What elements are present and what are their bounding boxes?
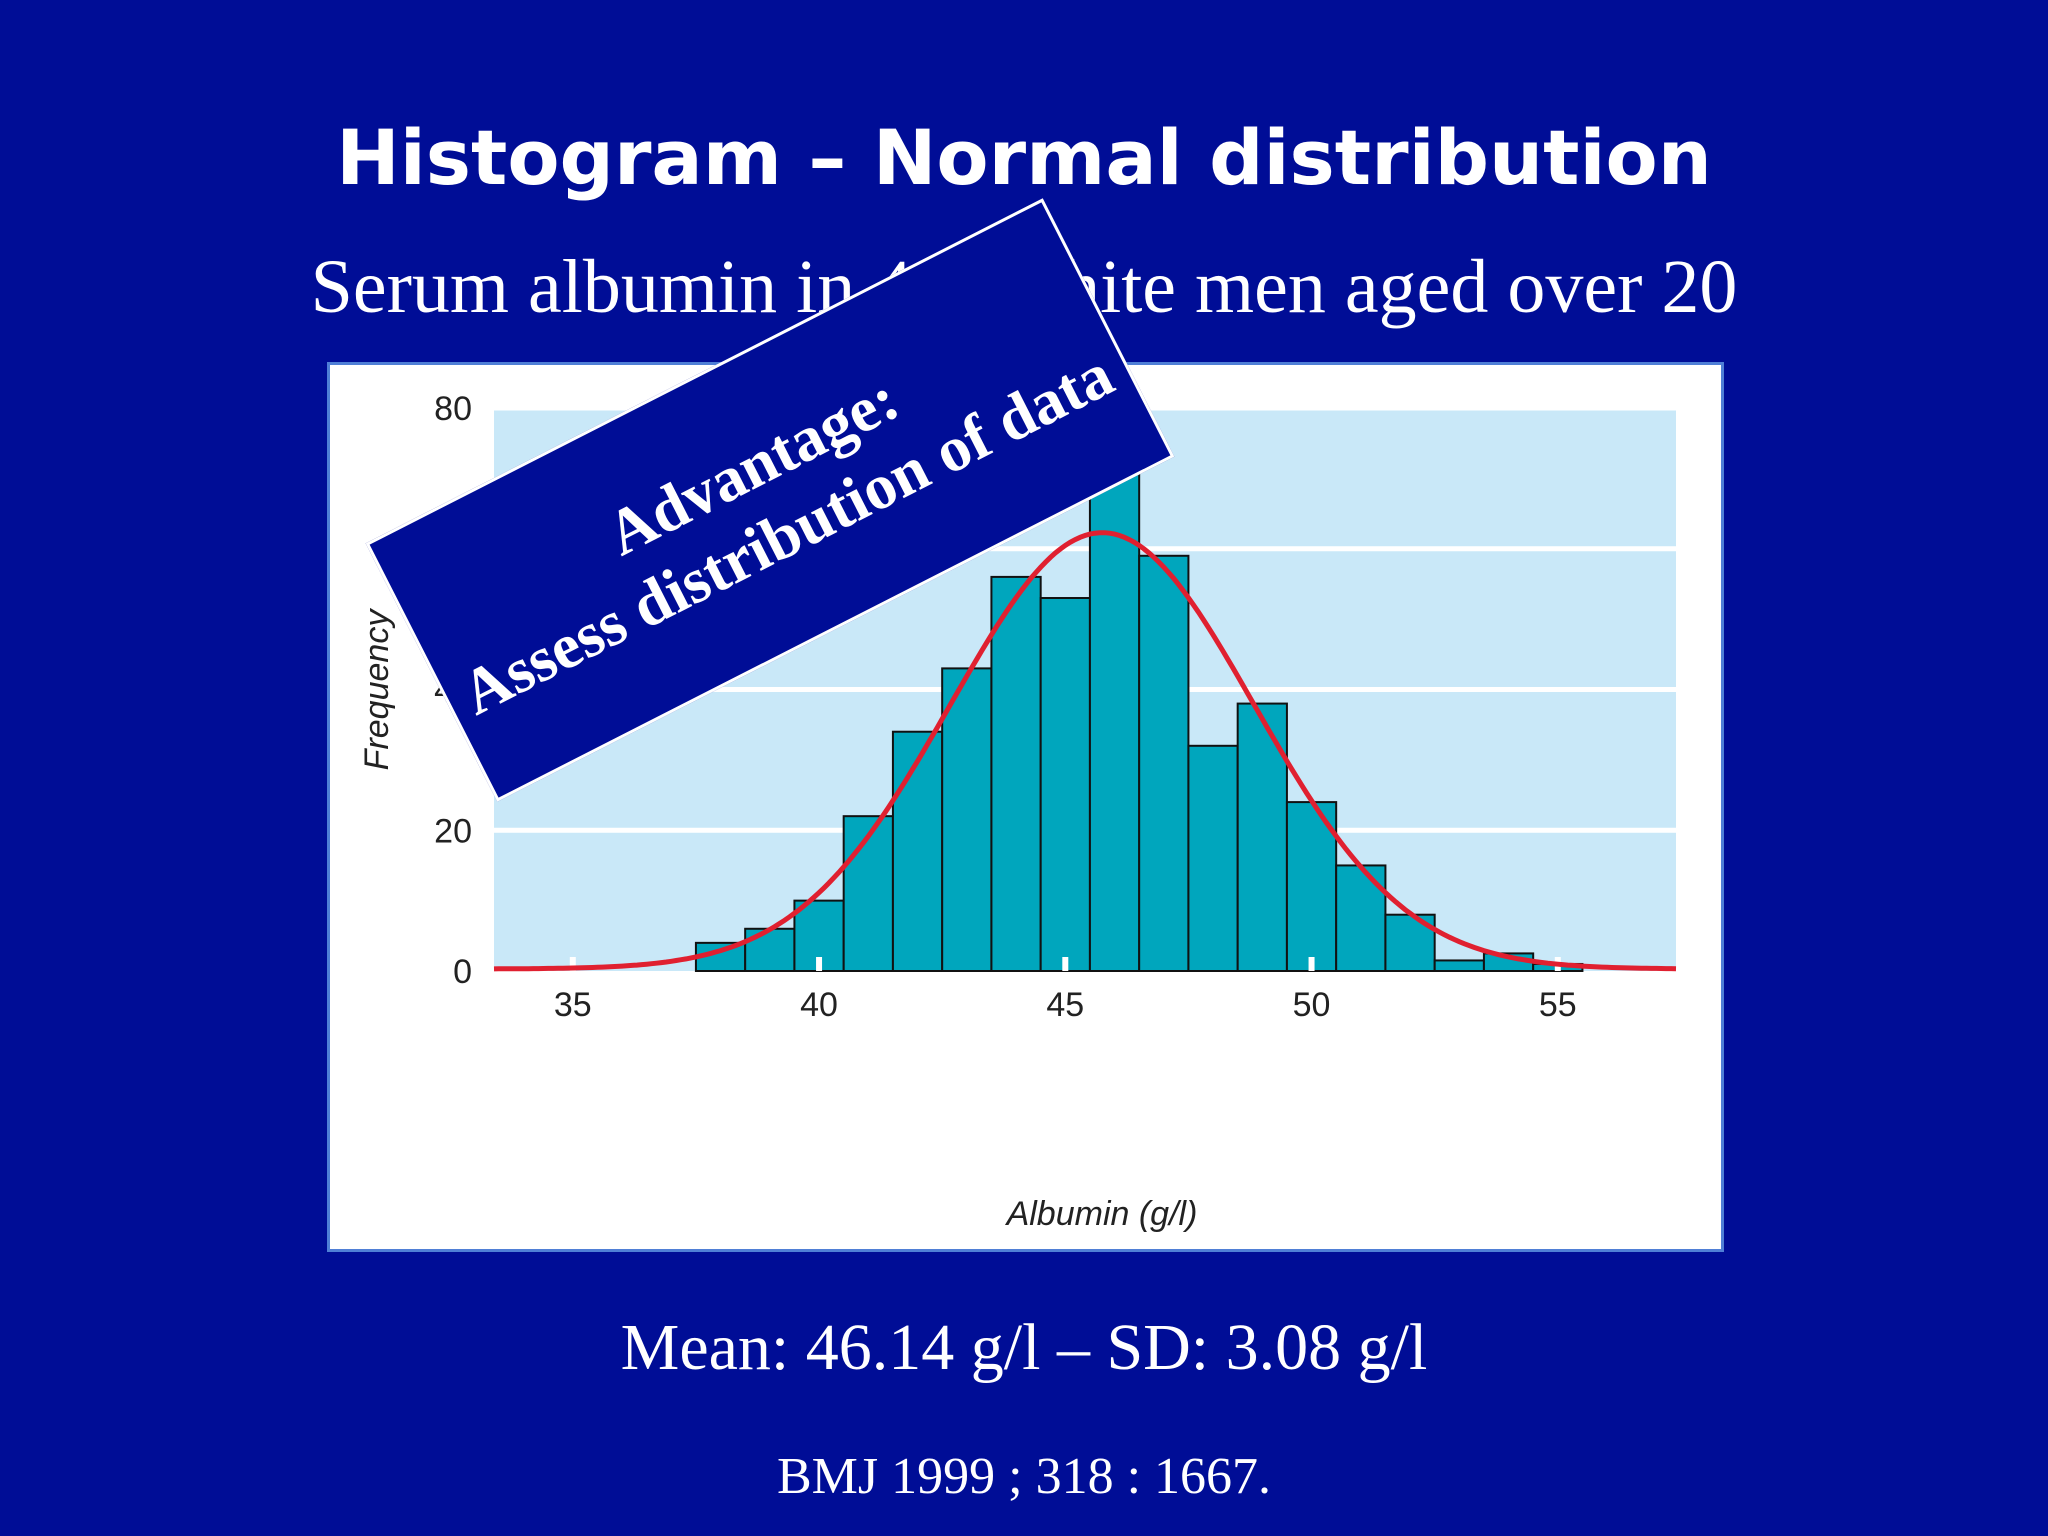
citation: BMJ 1999 ; 318 : 1667.: [776, 1448, 1272, 1505]
histogram-bars: [694, 470, 1584, 973]
x-tick-label: 45: [1046, 986, 1084, 1024]
histogram-bar: [1039, 597, 1091, 972]
histogram-bar: [1187, 744, 1239, 972]
histogram-bar: [1335, 864, 1387, 972]
y-tick-label: 20: [434, 812, 472, 850]
summary-statistics: Mean: 46.14 g/l – SD: 3.08 g/l: [620, 1311, 1428, 1384]
slide-title: Histogram – Normal distribution: [336, 113, 1712, 202]
histogram-bar: [941, 667, 993, 972]
x-tick-labels: 35 40 45 50 55: [554, 986, 1577, 1024]
histogram-bar: [891, 730, 944, 972]
y-axis-label: Frequency: [358, 608, 396, 771]
x-tick-label: 40: [800, 986, 838, 1024]
histogram-bar: [842, 815, 894, 972]
histogram-bar: [744, 927, 796, 973]
histogram-bar: [990, 575, 1042, 972]
normal-curve: [493, 530, 1677, 972]
histogram-bar: [1433, 959, 1485, 972]
histogram-bar: [1088, 470, 1141, 973]
y-tick-label: 0: [453, 953, 472, 991]
x-tick-label: 35: [554, 986, 592, 1024]
x-axis-label: Albumin (g/l): [1005, 1195, 1198, 1233]
x-tick-label: 50: [1293, 986, 1331, 1024]
histogram-bar: [1138, 554, 1190, 972]
y-tick-label: 80: [434, 390, 472, 428]
x-tick-label: 55: [1539, 986, 1577, 1024]
